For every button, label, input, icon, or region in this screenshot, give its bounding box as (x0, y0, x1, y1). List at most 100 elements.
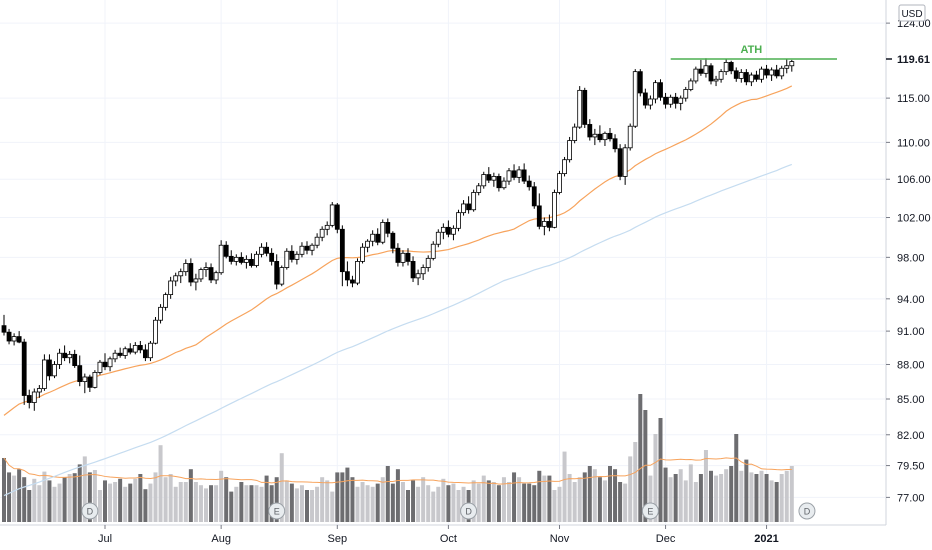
currency-label: USD (901, 9, 922, 20)
candle-body (198, 269, 204, 280)
candle-body (461, 203, 466, 214)
x-tick-label: Jul (98, 533, 112, 545)
candle (198, 267, 204, 283)
volume-bar (714, 475, 719, 522)
candle-body (254, 253, 259, 266)
volume-bar (92, 470, 97, 522)
volume-bar (330, 491, 335, 522)
volume-bar (325, 480, 330, 522)
volume-bar (501, 477, 506, 522)
volume-bar (360, 482, 365, 522)
volume-bar (587, 466, 592, 522)
candle-body (587, 124, 593, 138)
volume-bar (17, 469, 22, 522)
volume-bar (481, 475, 486, 522)
candle (486, 167, 492, 183)
candle (329, 202, 335, 228)
candle-body (642, 92, 648, 106)
candle (668, 94, 673, 108)
candle-body (344, 271, 350, 281)
candle-body (415, 273, 421, 279)
candle-body (723, 62, 729, 73)
volume-bar (153, 472, 158, 522)
candle (648, 95, 653, 110)
candle (183, 259, 189, 276)
volume-bar (678, 469, 683, 522)
candle-body (784, 65, 790, 69)
volume-bar (123, 486, 128, 522)
candle (284, 248, 290, 270)
candle (188, 258, 194, 287)
candle (6, 328, 12, 345)
candle (415, 269, 421, 286)
candle (733, 67, 739, 82)
candle (764, 64, 769, 79)
candle-body (87, 376, 93, 388)
event-marker: D (81, 502, 99, 520)
volume-bar (118, 478, 123, 522)
candle-body (269, 252, 275, 262)
candle-body (329, 204, 335, 226)
candle-body (142, 349, 148, 359)
volume-bar (234, 486, 239, 522)
candle (344, 261, 350, 287)
volume-bar (320, 477, 325, 522)
candle (132, 342, 138, 355)
candle (653, 80, 658, 104)
candle (16, 331, 22, 344)
candle-body (531, 186, 537, 207)
candle-body (375, 233, 381, 243)
candle-body (137, 345, 143, 351)
volume-bar (310, 490, 315, 522)
volume-bar (87, 472, 92, 522)
candle-body (733, 70, 739, 79)
volume-bar (693, 482, 698, 522)
candle (400, 250, 406, 267)
candle (238, 252, 244, 265)
candle (435, 229, 441, 248)
volume-bar (643, 410, 648, 522)
volume-bar (522, 483, 527, 522)
volume-bar (436, 486, 441, 522)
candle-body (264, 246, 270, 254)
candle (425, 255, 431, 272)
candle (42, 354, 47, 391)
candle-body (496, 176, 502, 189)
candle-body (754, 74, 759, 80)
candle-body (203, 267, 209, 271)
candle (1, 314, 7, 336)
candle (395, 243, 401, 267)
candle-body (582, 89, 588, 125)
candle-body (440, 226, 446, 233)
ath-label: ATH (740, 44, 762, 56)
candle-body (294, 253, 300, 260)
candle-body (506, 170, 512, 182)
candle-body (92, 372, 98, 388)
candle-body (552, 192, 557, 228)
candle-body (370, 233, 376, 242)
candle-body (743, 72, 749, 83)
candle (738, 69, 744, 83)
candle-body (16, 336, 22, 343)
volume-bar (749, 472, 754, 522)
candle-body (597, 133, 603, 141)
candle-body (193, 278, 199, 283)
x-tick-label: 2021 (754, 533, 778, 545)
y-tick-label: 106.00 (897, 174, 931, 186)
event-marker: D (798, 502, 816, 520)
candle (208, 263, 214, 284)
candle (87, 374, 93, 392)
volume-bar (97, 490, 102, 522)
candle (552, 189, 557, 229)
volume-bar (72, 473, 77, 522)
volume-bar (416, 486, 421, 522)
candle-body (127, 348, 133, 353)
candle (491, 172, 497, 187)
x-tick-label: Dec (656, 533, 676, 545)
candle (627, 123, 633, 151)
volume-bar (299, 485, 304, 522)
candle-body (107, 358, 113, 368)
volume-bar (370, 486, 375, 522)
candle-body (355, 261, 360, 284)
candle (62, 345, 67, 362)
